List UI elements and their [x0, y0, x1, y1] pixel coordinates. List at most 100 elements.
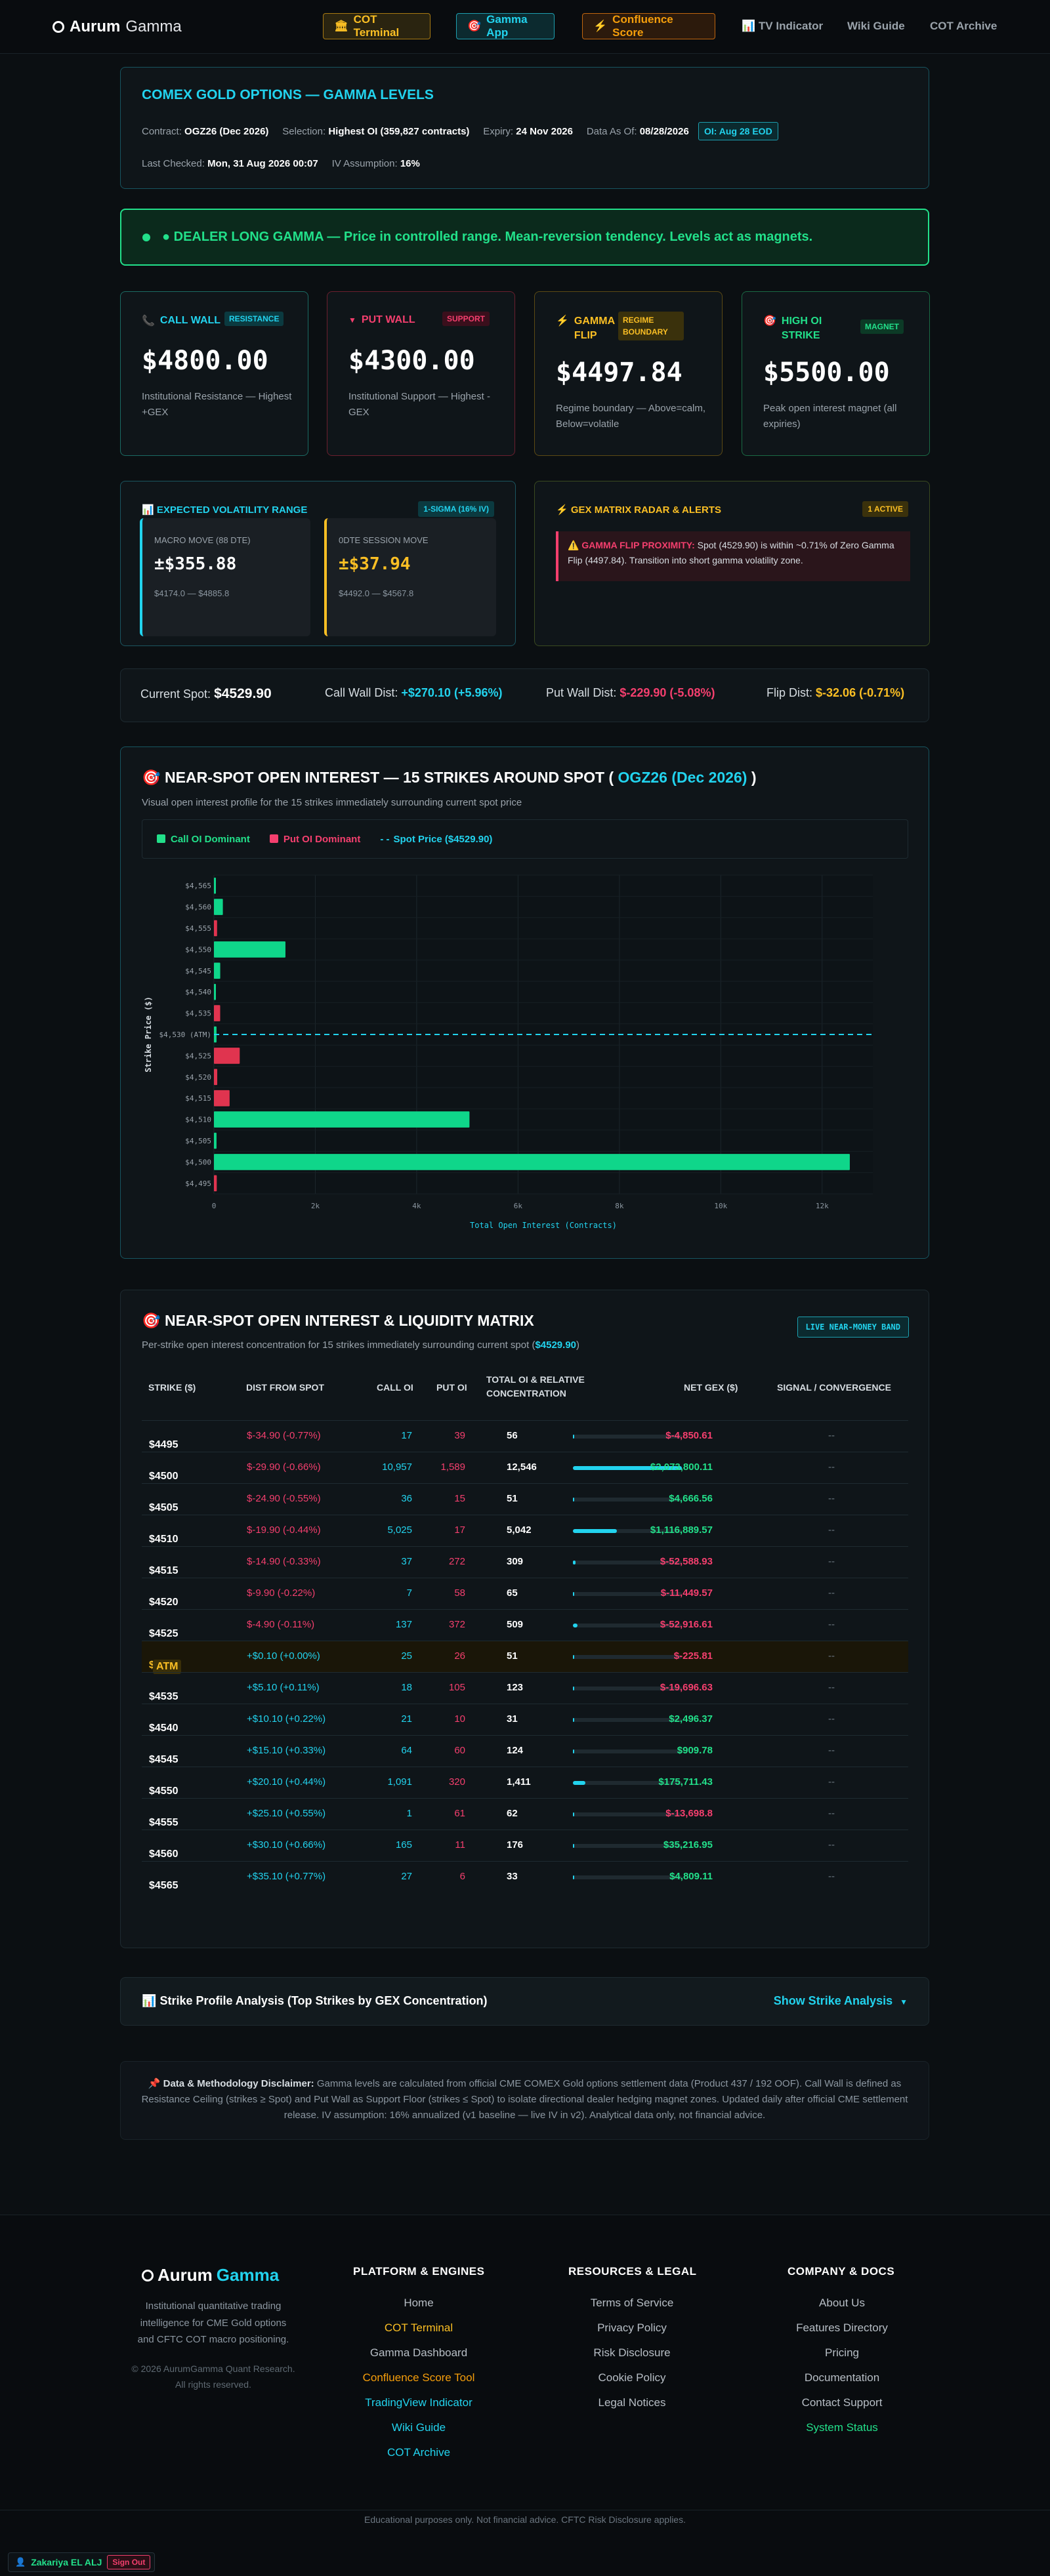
table-row[interactable]: $4520 $-9.90 (-0.22%) 7 58 65 $-11,449.57 --	[142, 1578, 908, 1609]
concentration-bar	[573, 1718, 682, 1722]
footer-link[interactable]: Home	[404, 2297, 434, 2309]
nav-tv-indicator-link[interactable]: 📊 TV Indicator	[742, 20, 824, 32]
col-header-signal[interactable]: SIGNAL / CONVERGENCE	[777, 1382, 891, 1393]
footer-link[interactable]: Contact Support	[801, 2396, 883, 2409]
legend-spot[interactable]: - - Spot Price ($4529.90)	[380, 833, 493, 845]
call-wall-value: $4800.00	[142, 346, 268, 376]
cell-put-oi: 11	[455, 1839, 465, 1850]
footer-link[interactable]: Cookie Policy	[598, 2371, 666, 2384]
gamma-flip-value: $4497.84	[556, 358, 682, 388]
concentration-bar	[573, 1687, 682, 1690]
cell-dist: $-14.90 (-0.33%)	[247, 1556, 321, 1567]
bar-put	[214, 1090, 230, 1107]
legend-spot-dash-icon: - -	[380, 833, 390, 845]
put-wall-label: ▼ PUT WALL	[348, 314, 415, 325]
footer-link[interactable]: Features Directory	[796, 2321, 888, 2334]
footer-col-platform-title: PLATFORM & ENGINES	[353, 2265, 485, 2278]
table-row[interactable]: $4500 $-29.90 (-0.66%) 10,957 1,589 12,546 $2…	[142, 1452, 908, 1483]
footer-link[interactable]: Risk Disclosure	[593, 2346, 671, 2359]
down-triangle-icon: ▼	[348, 316, 356, 325]
table-row[interactable]: $4505 $-24.90 (-0.55%) 36 15 51 $4,666.56 --	[142, 1483, 908, 1515]
table-row[interactable]: $4495 $-34.90 (-0.77%) 17 39 56 $-4,850.61 --	[142, 1420, 908, 1452]
y-tick-label: $4,515	[185, 1094, 211, 1103]
footer-link[interactable]: Terms of Service	[590, 2297, 674, 2309]
nav-cot-terminal-button[interactable]: 🏛 COT Terminal	[323, 13, 430, 39]
table-row[interactable]: $4535 +$5.10 (+0.11%) 18 105 123 $-19,696.63-…	[142, 1672, 908, 1704]
cell-total-oi: 65	[507, 1587, 518, 1599]
col-header-net-gex[interactable]: NET GEX ($)	[684, 1382, 738, 1393]
cell-net-gex: $35,216.95	[663, 1839, 713, 1850]
cell-put-oi: 272	[448, 1556, 465, 1567]
brand-suffix: Gamma	[125, 18, 182, 35]
cell-total-oi: 176	[507, 1839, 524, 1850]
nav-wiki-link[interactable]: Wiki Guide	[847, 20, 905, 32]
table-row[interactable]: $4525 $-4.90 (-0.11%) 137 372 509 $-52,916.61…	[142, 1609, 908, 1641]
footer-link[interactable]: Confluence Score Tool	[362, 2371, 475, 2384]
methodology-disclaimer: 📌 Data & Methodology Disclaimer: Gamma l…	[120, 2061, 929, 2140]
table-row[interactable]: $4565 +$35.10 (+0.77%) 27 6 33 $4,809.11 --	[142, 1861, 908, 1892]
cell-call-oi: 165	[395, 1839, 412, 1850]
x-tick-label: 2k	[311, 1202, 320, 1210]
footer-link[interactable]: COT Terminal	[384, 2321, 453, 2334]
table-row[interactable]: $4560 +$30.10 (+0.66%) 165 11 176 $35,216.95-…	[142, 1830, 908, 1861]
last-checked-line: Last Checked: Mon, 31 Aug 2026 00:07 IV …	[142, 158, 420, 169]
cell-call-oi: 64	[401, 1745, 412, 1756]
target-icon: 🎯	[142, 1312, 161, 1329]
cell-dist: $-19.90 (-0.44%)	[247, 1524, 321, 1536]
col-header-total-oi[interactable]: TOTAL OI & RELATIVE CONCENTRATION	[486, 1374, 585, 1399]
magnet-badge: MAGNET	[860, 319, 904, 334]
col-header-put-oi[interactable]: PUT OI	[436, 1382, 467, 1393]
footer-link[interactable]: System Status	[806, 2421, 878, 2434]
sign-out-button[interactable]: Sign Out	[107, 2555, 151, 2569]
nav-archive-link[interactable]: COT Archive	[930, 20, 998, 32]
table-row[interactable]: $4510 $-19.90 (-0.44%) 5,025 17 5,042 $1,116,…	[142, 1515, 908, 1546]
footer-link[interactable]: Wiki Guide	[391, 2421, 446, 2434]
concentration-bar	[573, 1655, 682, 1659]
cell-put-oi: 61	[454, 1808, 465, 1819]
col-header-dist[interactable]: DIST FROM SPOT	[246, 1382, 324, 1393]
cell-net-gex: $-19,696.63	[660, 1682, 713, 1693]
concentration-fill	[573, 1435, 575, 1439]
col-header-strike[interactable]: STRIKE ($)	[148, 1382, 196, 1393]
nav-gamma-app-button[interactable]: 🎯 Gamma App	[456, 13, 555, 39]
concentration-bar	[573, 1498, 682, 1502]
brand-logo[interactable]: Aurum Gamma	[52, 18, 182, 36]
y-tick-label: $4,500	[185, 1158, 211, 1166]
table-row[interactable]: $4515 $-14.90 (-0.33%) 37 272 309 $-52,588.93…	[142, 1546, 908, 1578]
footer-link[interactable]: About Us	[819, 2297, 865, 2309]
footer-link[interactable]: COT Archive	[387, 2446, 451, 2459]
regime-banner: ● DEALER LONG GAMMA — Price in controlle…	[120, 209, 929, 266]
regime-text: ● DEALER LONG GAMMA — Price in controlle…	[162, 230, 813, 244]
show-strike-analysis-toggle[interactable]: Show Strike Analysis ▼	[773, 1994, 908, 2007]
concentration-bar	[573, 1781, 682, 1785]
footer-link[interactable]: TradingView Indicator	[365, 2396, 472, 2409]
concentration-bar	[573, 1749, 682, 1753]
bar-put	[214, 1005, 220, 1021]
footer-link[interactable]: Pricing	[825, 2346, 859, 2359]
footer-link[interactable]: Gamma Dashboard	[369, 2346, 468, 2359]
footer-brand[interactable]: Aurum Gamma	[142, 2265, 279, 2285]
table-row[interactable]: $4555 +$25.10 (+0.55%) 1 61 62 $-13,698.8 --	[142, 1798, 908, 1830]
nav-confluence-score-button[interactable]: ⚡ Confluence Score	[582, 13, 715, 39]
footer-link[interactable]: Privacy Policy	[597, 2321, 667, 2334]
footer-link[interactable]: Documentation	[804, 2371, 880, 2384]
radar-title: ⚡ GEX MATRIX RADAR & ALERTS	[556, 504, 722, 516]
liquidity-matrix-card: 🎯 NEAR-SPOT OPEN INTEREST & LIQUIDITY MA…	[120, 1290, 929, 1948]
cell-signal: --	[828, 1493, 835, 1504]
chart-title: 🎯 NEAR-SPOT OPEN INTEREST — 15 STRIKES A…	[142, 769, 757, 786]
bar-call	[214, 899, 223, 915]
cell-call-oi: 1	[406, 1808, 412, 1819]
concentration-bar	[573, 1592, 682, 1596]
table-row[interactable]: $4545 +$15.10 (+0.33%) 64 60 124 $909.78 --	[142, 1735, 908, 1767]
legend-put[interactable]: Put OI Dominant	[269, 834, 360, 845]
legend-call[interactable]: Call OI Dominant	[157, 834, 250, 845]
regime-boundary-badge: REGIME BOUNDARY	[618, 312, 684, 340]
table-row[interactable]: $4550 +$20.10 (+0.44%) 1,091 320 1,411 $175,7…	[142, 1767, 908, 1798]
cell-net-gex: $2,073,800.11	[650, 1462, 713, 1473]
cell-signal: --	[828, 1808, 835, 1819]
table-row[interactable]: $4540 +$10.10 (+0.22%) 21 10 31 $2,496.37 --	[142, 1704, 908, 1735]
y-tick-label: $4,520	[185, 1073, 211, 1082]
footer-link[interactable]: Legal Notices	[598, 2396, 666, 2409]
col-header-call-oi[interactable]: CALL OI	[377, 1382, 413, 1393]
